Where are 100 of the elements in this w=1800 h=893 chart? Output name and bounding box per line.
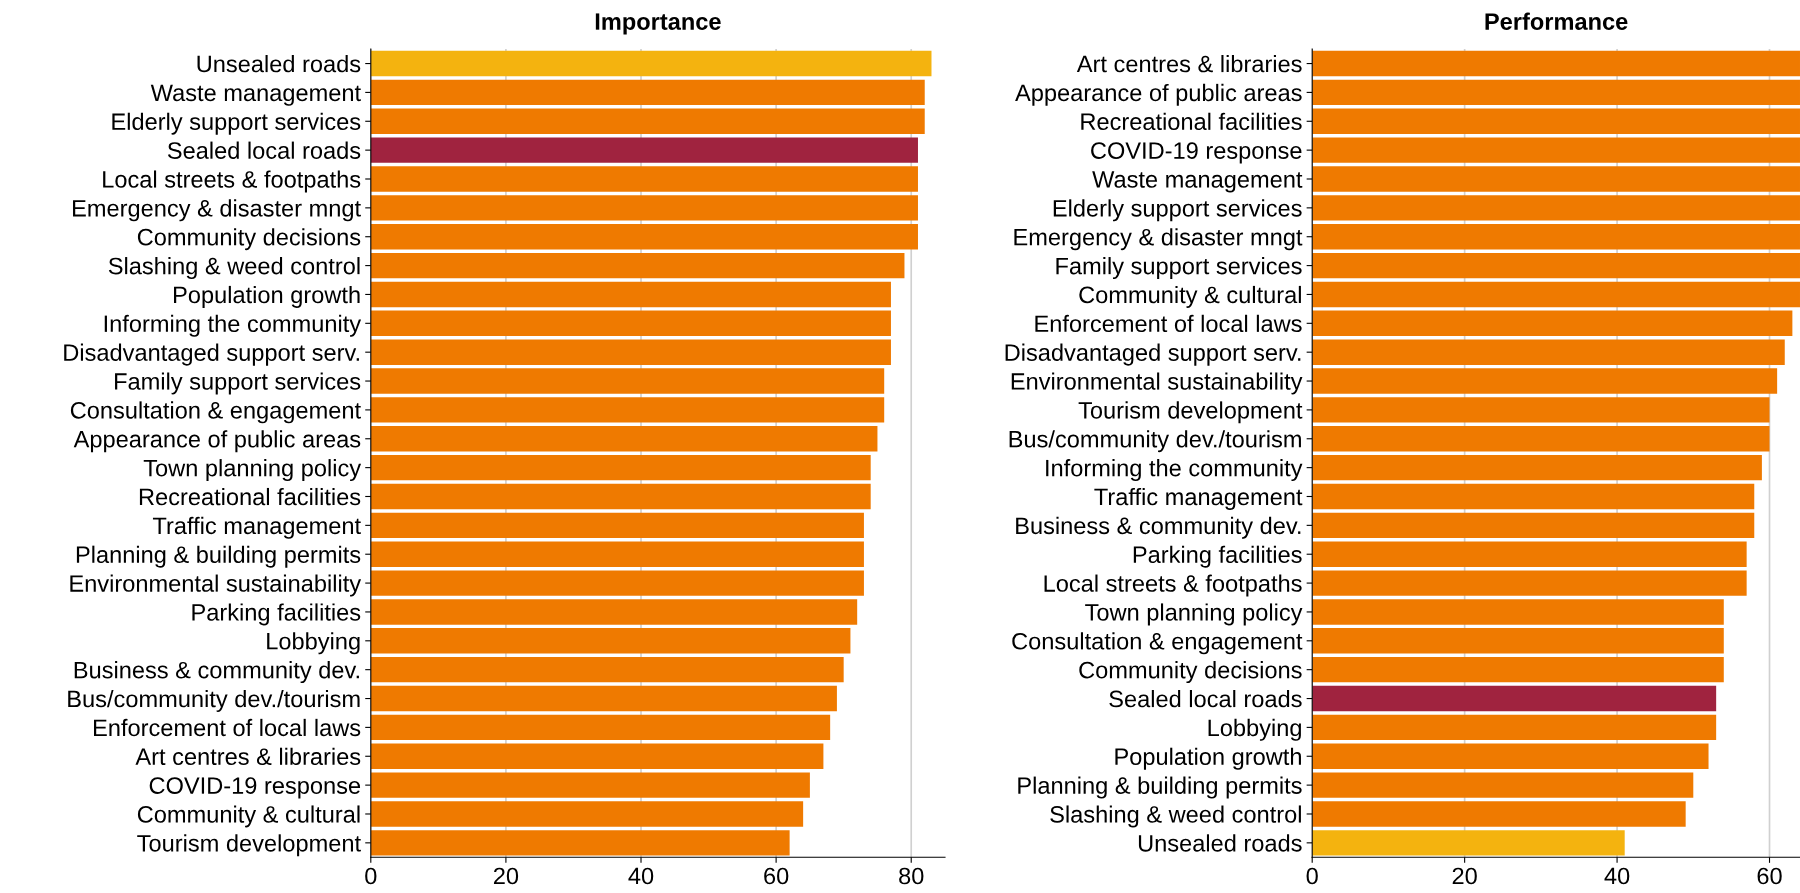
bar — [370, 397, 885, 423]
x-tick-label: 0 — [1306, 867, 1318, 885]
y-tick-label: Enforcement of local laws — [1035, 314, 1302, 333]
bar — [370, 714, 831, 741]
bar — [1312, 397, 1770, 423]
bar — [370, 79, 925, 106]
bar — [370, 743, 824, 769]
bar — [1312, 108, 1800, 134]
bar — [370, 108, 925, 134]
y-tick-label: Sealed local roads — [167, 141, 361, 159]
bar — [370, 599, 858, 625]
chart-title: Importance — [595, 13, 721, 35]
y-tick-label: Emergency & disaster mngt — [1014, 228, 1303, 251]
bar — [1312, 426, 1770, 452]
bar — [1312, 310, 1793, 337]
bar — [370, 426, 878, 452]
bar — [370, 628, 851, 654]
y-tick-label: Traffic management — [152, 516, 361, 539]
bar — [370, 830, 790, 856]
y-tick-label: Elderly support services — [1053, 199, 1302, 222]
x-tick-label: 80 — [899, 867, 924, 885]
y-tick-label: Community decisions — [137, 228, 361, 251]
y-tick-label: Appearance of public areas — [73, 430, 361, 453]
y-tick-label: Recreational facilities — [139, 487, 361, 506]
bar — [1312, 195, 1800, 221]
y-tick-label: Tourism development — [137, 834, 361, 857]
y-tick-label: Slashing & weed control — [1050, 805, 1301, 828]
y-tick-label: Town planning policy — [1085, 603, 1303, 626]
bar — [1312, 50, 1800, 77]
bar — [1312, 599, 1724, 625]
bar — [370, 685, 837, 712]
bar — [370, 310, 891, 337]
bar — [1312, 252, 1800, 279]
bar — [370, 483, 871, 510]
bar — [370, 166, 918, 192]
y-tick-label: Parking facilities — [192, 603, 361, 626]
y-tick-label: Lobbying — [1208, 718, 1301, 741]
y-tick-label: Town planning policy — [143, 459, 362, 482]
bar — [1312, 137, 1800, 163]
y-tick-label: Lobbying — [267, 632, 360, 655]
y-tick-label: Bus/community dev./tourism — [1009, 430, 1301, 453]
y-tick-label: Bus/community dev./tourism — [68, 689, 360, 712]
y-tick-label: Sealed local roads — [1109, 689, 1302, 708]
y-tick-label: Recreational facilities — [1081, 112, 1302, 131]
y-tick-label: Community & cultural — [1079, 285, 1301, 308]
bar — [1312, 570, 1747, 596]
y-tick-label: Environmental sustainability — [1011, 372, 1303, 395]
bar — [1312, 79, 1800, 106]
y-tick-label: Waste management — [150, 84, 361, 106]
bar — [1312, 656, 1724, 683]
y-tick-label: Local streets & footpaths — [1044, 574, 1302, 597]
y-tick-label: Community decisions — [1079, 661, 1302, 684]
y-tick-label: Family support services — [1056, 257, 1302, 280]
x-tick-label: 20 — [493, 867, 519, 885]
bar — [1312, 339, 1785, 365]
y-tick-label: Emergency & disaster mngt — [73, 199, 361, 222]
x-tick-label: 60 — [1757, 867, 1782, 885]
x-tick-label: 40 — [1604, 867, 1630, 885]
y-tick-label: Local streets & footpaths — [103, 170, 361, 193]
bar — [370, 224, 918, 250]
bar — [1312, 224, 1800, 250]
x-tick-label: 40 — [628, 867, 654, 885]
y-tick-label: Population growth — [1115, 747, 1301, 770]
y-tick-label: Unsealed roads — [197, 54, 361, 73]
y-tick-label: COVID-19 response — [1091, 142, 1302, 164]
bar — [1312, 454, 1762, 481]
y-tick-label: Unsealed roads — [1138, 834, 1302, 852]
bar — [370, 368, 885, 394]
y-tick-label: Informing the community — [104, 314, 362, 337]
bar — [1312, 483, 1755, 510]
y-tick-label: Art centres & libraries — [135, 747, 361, 766]
bar — [1312, 714, 1717, 741]
y-tick-label: COVID-19 response — [149, 777, 361, 799]
y-tick-label: Tourism development — [1078, 401, 1303, 424]
bar — [1312, 541, 1747, 567]
bar — [370, 281, 891, 308]
bar — [370, 541, 864, 567]
x-tick-label: 60 — [764, 867, 789, 885]
y-tick-label: Planning & building permits — [1018, 776, 1302, 799]
chart-title: Performance — [1485, 12, 1628, 30]
bar — [370, 512, 864, 539]
y-tick-label: Parking facilities — [1133, 545, 1302, 568]
bar — [370, 50, 932, 77]
bar — [1312, 743, 1709, 769]
y-tick-label: Business & community dev. — [1016, 516, 1301, 539]
bar — [370, 570, 864, 596]
bar — [1312, 512, 1755, 539]
bar — [1312, 368, 1778, 394]
y-tick-label: Appearance of public areas — [1015, 83, 1302, 106]
y-tick-label: Family support services — [115, 372, 361, 395]
y-tick-label: Enforcement of local laws — [94, 718, 361, 737]
bar — [370, 252, 905, 279]
y-tick-label: Business & community dev. — [74, 661, 359, 684]
bar — [1312, 628, 1724, 654]
bar — [1312, 281, 1800, 308]
y-tick-label: Traffic management — [1094, 487, 1303, 510]
y-tick-label: Elderly support services — [112, 112, 361, 135]
y-tick-label: Disadvantaged support serv. — [1005, 343, 1301, 366]
y-tick-label: Population growth — [174, 285, 360, 308]
bar — [370, 137, 918, 163]
